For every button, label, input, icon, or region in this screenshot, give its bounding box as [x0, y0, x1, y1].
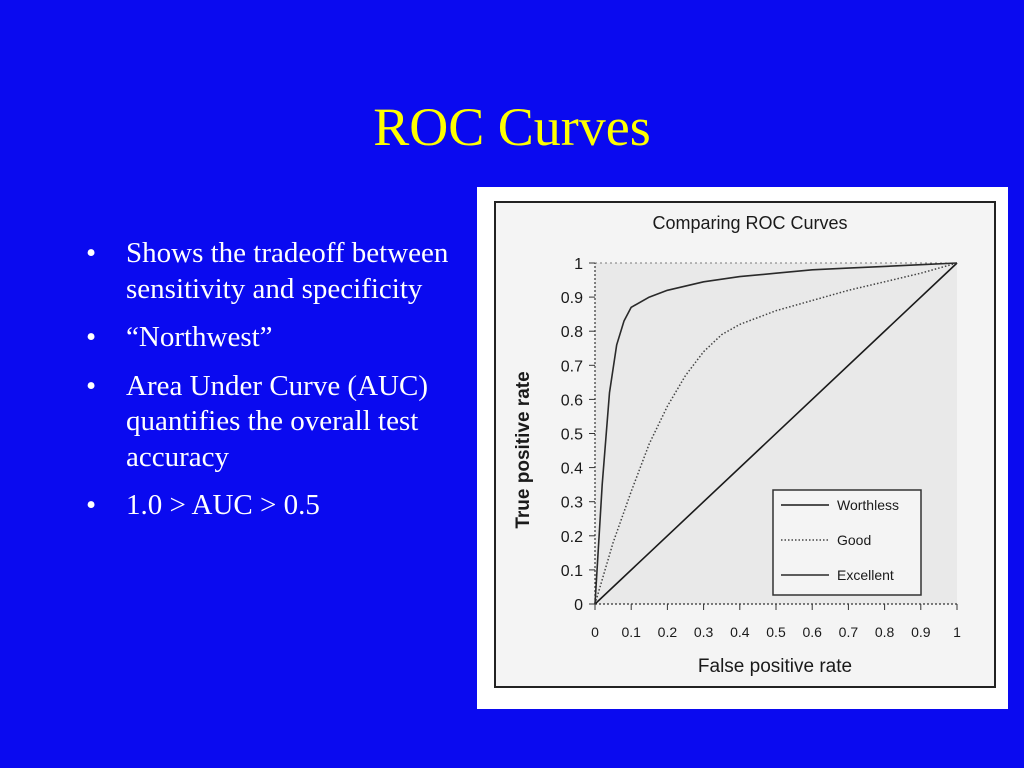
- legend-label-good: Good: [837, 532, 871, 548]
- slide-title: ROC Curves: [373, 97, 651, 157]
- y-tick-label: 0: [574, 597, 583, 614]
- bullet-item: • Shows the tradeoff between sensitivity …: [86, 236, 476, 307]
- bullet-item: • 1.0 > AUC > 0.5: [86, 488, 476, 524]
- x-tick-label: 0.4: [730, 624, 750, 640]
- legend-label-worthless: Worthless: [837, 497, 899, 513]
- y-tick-label: 0.8: [561, 324, 583, 341]
- bullet-dot-icon: •: [86, 321, 97, 353]
- series-line-good: [594, 262, 958, 605]
- bullet-text: “Northwest”: [126, 321, 273, 353]
- bullet-dot-icon: •: [86, 489, 97, 521]
- y-tick-label: 0.7: [561, 358, 583, 375]
- chart-legend: Worthless Good Excellent: [772, 489, 922, 596]
- x-tick-label: 0: [591, 624, 599, 640]
- series-line-worthless: [594, 262, 958, 605]
- y-tick-label: 0.1: [561, 563, 583, 580]
- bullet-text: Shows the tradeoff between sensitivity a…: [126, 237, 449, 305]
- chart-title: Comparing ROC Curves: [652, 213, 847, 233]
- roc-chart-image: Comparing ROC Curves 0 0.1 0.2 0.3 0.4 0.5 0.6…: [477, 187, 1008, 709]
- legend-box: [772, 489, 922, 596]
- y-tick-label: 0.3: [561, 495, 583, 512]
- y-tick-label: 0.4: [561, 461, 583, 478]
- bullet-dot-icon: •: [86, 237, 97, 269]
- x-tick-label: 0.7: [839, 624, 859, 640]
- bullet-list: • Shows the tradeoff between sensitivity …: [86, 236, 476, 537]
- x-tick-label: 0.1: [621, 624, 641, 640]
- x-tick-label: 0.9: [911, 624, 931, 640]
- x-tick-label: 0.6: [802, 624, 822, 640]
- bullet-text: 1.0 > AUC > 0.5: [126, 489, 320, 521]
- roc-chart: Comparing ROC Curves 0 0.1 0.2 0.3 0.4 0.5 0.6…: [494, 201, 996, 688]
- y-axis-label: True positive rate: [513, 371, 534, 528]
- x-tick-label: 0.5: [766, 624, 786, 640]
- y-tick-label: 0.5: [561, 427, 583, 444]
- x-tick-label: 1: [953, 624, 961, 640]
- bullet-item: • Area Under Curve (AUC) quantifies the o…: [86, 369, 476, 476]
- x-axis-label: False positive rate: [698, 656, 852, 677]
- bullet-item: • “Northwest”: [86, 320, 476, 356]
- y-tick-label: 0.6: [561, 392, 583, 409]
- x-tick-label: 0.3: [694, 624, 714, 640]
- series-line-excellent: [594, 262, 958, 605]
- legend-label-excellent: Excellent: [837, 567, 894, 583]
- y-tick-label: 0.2: [561, 529, 583, 546]
- x-tick-label: 0.8: [875, 624, 895, 640]
- x-tick-label: 0.2: [658, 624, 678, 640]
- y-tick-label: 1: [574, 256, 583, 273]
- bullet-dot-icon: •: [86, 369, 97, 402]
- y-tick-label: 0.9: [561, 290, 583, 307]
- bullet-text: Area Under Curve (AUC) quantifies the ov…: [126, 369, 428, 473]
